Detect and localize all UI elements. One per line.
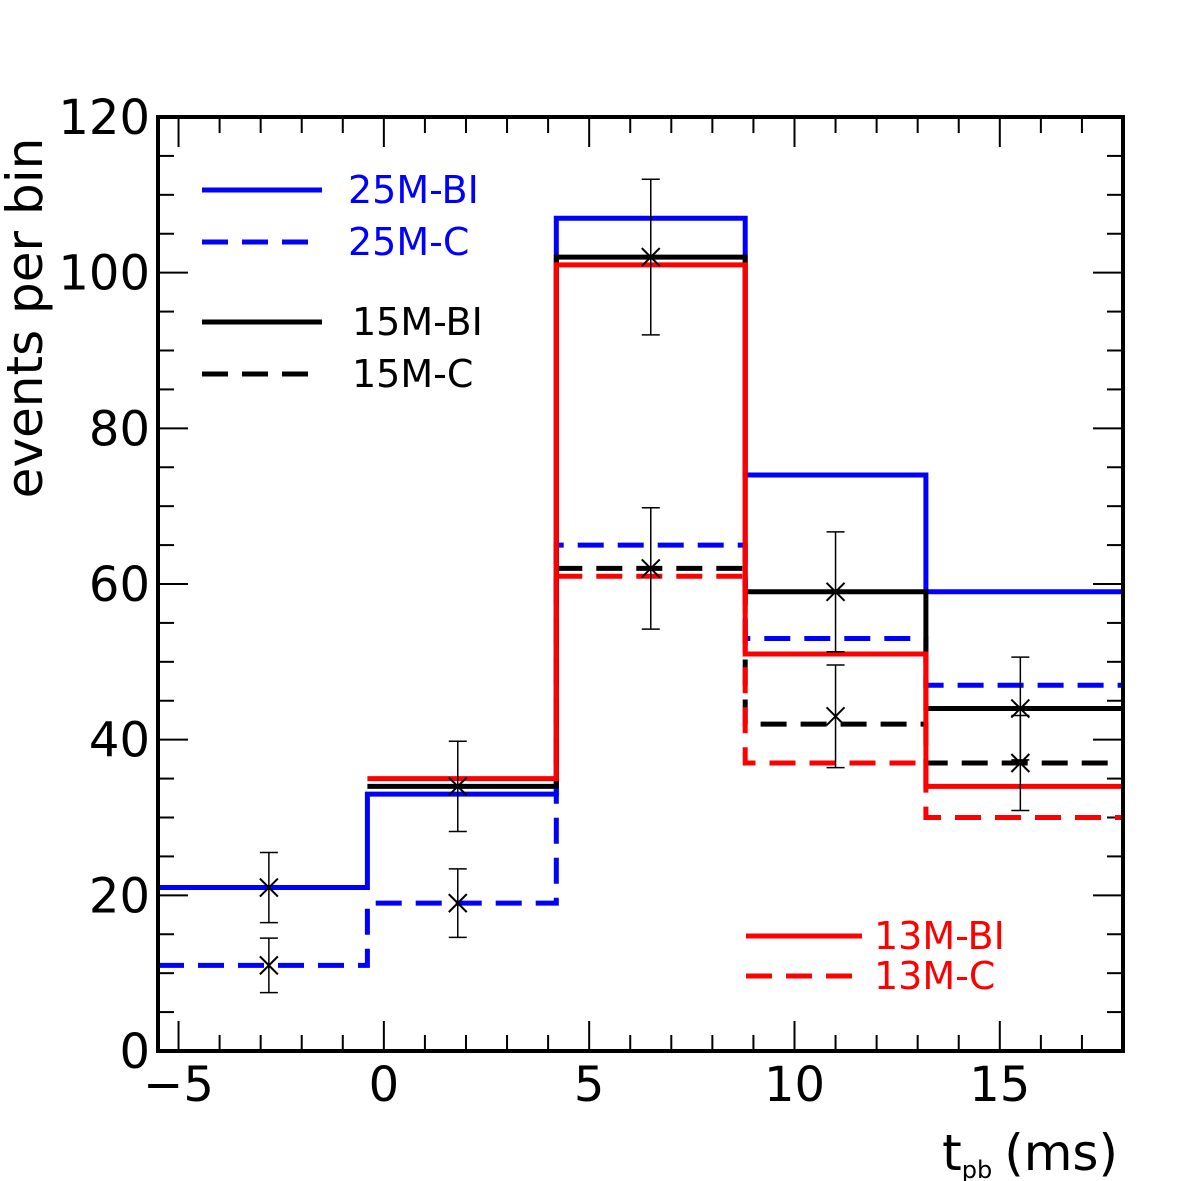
data-point bbox=[259, 937, 279, 994]
data-point bbox=[641, 506, 661, 630]
legend-label: 13M-C bbox=[874, 954, 995, 998]
data-point bbox=[1010, 714, 1031, 812]
x-axis-label-sub: pb bbox=[962, 1156, 992, 1181]
legend-label: 13M-BI bbox=[874, 914, 1005, 958]
x-tick-label: 0 bbox=[369, 1057, 400, 1113]
y-tick-label: 60 bbox=[89, 557, 150, 613]
data-point bbox=[825, 531, 846, 653]
series-13m-bi bbox=[367, 262, 1123, 789]
legend-entry: 25M-C bbox=[202, 220, 469, 264]
legend-label: 15M-BI bbox=[352, 300, 483, 344]
x-axis-label-unit: (ms) bbox=[1004, 1124, 1118, 1181]
y-tick-label: 100 bbox=[58, 246, 150, 302]
x-axis-label-main: t bbox=[942, 1124, 962, 1181]
y-tick-label: 80 bbox=[89, 401, 150, 457]
x-tick-label: −5 bbox=[143, 1057, 214, 1113]
legend-entry: 15M-C bbox=[202, 352, 473, 396]
axis-ticks bbox=[158, 116, 1124, 1052]
plot-frame bbox=[156, 115, 1125, 1053]
data-point bbox=[259, 851, 279, 924]
legend-label: 25M-C bbox=[348, 220, 469, 264]
series-13m-c bbox=[556, 573, 1123, 820]
y-tick-label: 0 bbox=[119, 1024, 150, 1080]
y-tick-label: 40 bbox=[89, 713, 150, 769]
series-group bbox=[158, 215, 1123, 968]
legend-entry: 15M-BI bbox=[202, 300, 483, 344]
legend-entry: 25M-BI bbox=[202, 168, 479, 212]
x-tick-label: 10 bbox=[764, 1057, 825, 1113]
legend-label: 25M-BI bbox=[348, 168, 479, 212]
data-points-group bbox=[259, 178, 1031, 994]
y-tick-label: 120 bbox=[58, 90, 150, 146]
x-tick-label: 5 bbox=[574, 1057, 605, 1113]
legend-label: 15M-C bbox=[352, 352, 473, 396]
data-point bbox=[448, 868, 468, 939]
y-axis-label: events per bin bbox=[0, 138, 54, 499]
x-axis-label: tpb (ms) bbox=[942, 1124, 1118, 1181]
x-tick-label: 15 bbox=[969, 1057, 1030, 1113]
series-15m-c bbox=[556, 565, 1123, 766]
series-25m-c bbox=[158, 542, 1123, 968]
legend-entry: 13M-BI bbox=[746, 914, 1005, 958]
data-point bbox=[825, 664, 846, 769]
legend-entry: 13M-C bbox=[746, 954, 995, 998]
data-point bbox=[641, 178, 661, 336]
data-point bbox=[448, 740, 468, 833]
y-tick-label: 20 bbox=[89, 868, 150, 924]
